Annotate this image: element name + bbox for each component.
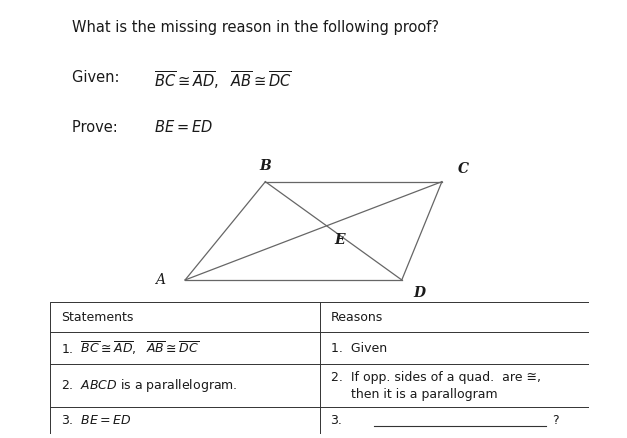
Text: Prove:: Prove: [72, 120, 122, 135]
Text: Reasons: Reasons [330, 311, 383, 324]
Text: $\overline{BC} \cong \overline{AD},\ \ \overline{AB} \cong \overline{DC}$: $\overline{BC} \cong \overline{AD},\ \ \… [154, 69, 292, 91]
Text: 3.  $BE = ED$: 3. $BE = ED$ [61, 414, 132, 427]
Text: E: E [335, 233, 345, 247]
Text: $BE = ED$: $BE = ED$ [154, 119, 213, 135]
Text: ?: ? [552, 414, 558, 427]
Text: Given:: Given: [72, 70, 124, 85]
Text: What is the missing reason in the following proof?: What is the missing reason in the follow… [72, 20, 439, 35]
Text: Statements: Statements [61, 311, 134, 324]
Text: 2.  $ABCD$ is a parallelogram.: 2. $ABCD$ is a parallelogram. [61, 377, 238, 394]
Text: 1.  Given: 1. Given [330, 342, 387, 355]
Text: A: A [155, 273, 165, 287]
Text: D: D [414, 286, 426, 300]
Text: then it is a parallogram: then it is a parallogram [330, 388, 497, 401]
Text: 1.  $\overline{BC} \cong \overline{AD},\ \ \overline{AB} \cong \overline{DC}$: 1. $\overline{BC} \cong \overline{AD},\ … [61, 339, 199, 357]
Text: B: B [260, 159, 271, 173]
Text: 3.: 3. [330, 414, 342, 427]
Text: C: C [458, 162, 469, 176]
Text: 2.  If opp. sides of a quad.  are ≅,: 2. If opp. sides of a quad. are ≅, [330, 371, 540, 384]
